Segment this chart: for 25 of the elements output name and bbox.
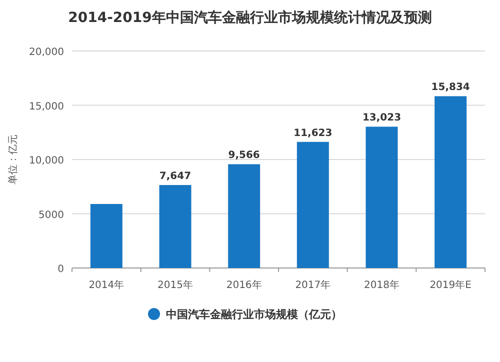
bar xyxy=(296,142,329,268)
x-tick-label: 2019年E xyxy=(430,279,472,291)
y-tick-label: 15,000 xyxy=(29,101,64,112)
y-tick-label: 20,000 xyxy=(29,47,64,58)
x-tick-label: 2014年 xyxy=(88,279,124,291)
data-label: 13,023 xyxy=(362,112,402,124)
x-tick-label: 2016年 xyxy=(226,279,262,291)
x-tick-label: 2017年 xyxy=(295,279,331,291)
data-label: 11,623 xyxy=(294,128,332,139)
y-tick-label: 0 xyxy=(58,264,64,275)
legend-label: 中国汽车金融行业市场规模（亿元） xyxy=(166,308,342,321)
bar xyxy=(434,96,467,268)
x-tick-label: 2018年 xyxy=(364,279,400,291)
y-tick-label: 5000 xyxy=(38,210,64,221)
y-tick-label: 10,000 xyxy=(29,156,64,166)
bar xyxy=(228,164,260,268)
bar xyxy=(366,126,398,268)
data-label: 7,647 xyxy=(159,171,192,182)
y-axis-title: 单位：亿元 xyxy=(7,134,19,184)
chart-title: 2014-2019年中国汽车金融行业市场规模统计情况及预测 xyxy=(68,9,432,26)
x-tick-label: 2015年 xyxy=(158,279,193,291)
bar xyxy=(90,204,122,268)
data-label: 15,834 xyxy=(431,82,470,94)
data-label: 9,566 xyxy=(228,150,260,162)
bar xyxy=(159,185,192,268)
